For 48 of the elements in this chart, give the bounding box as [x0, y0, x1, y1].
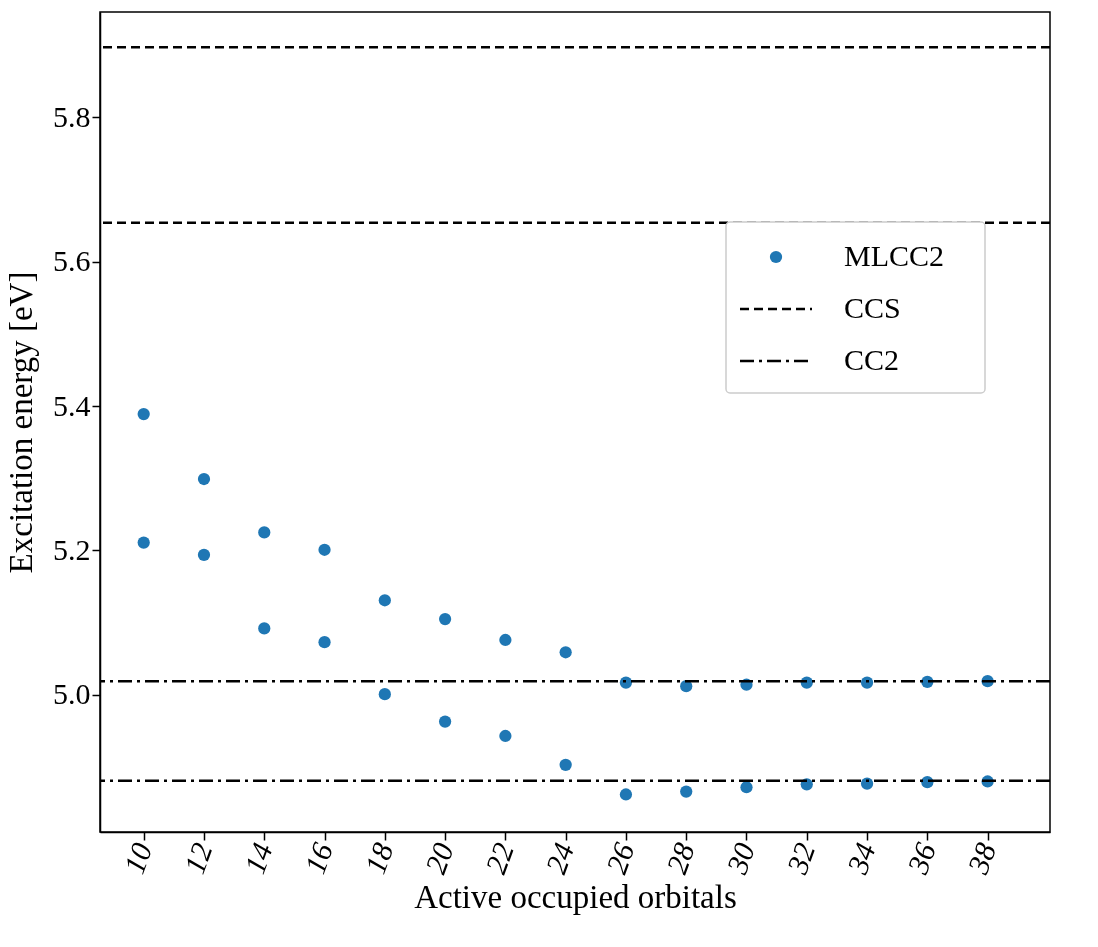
point: [619, 788, 633, 801]
x-tick-label: 18: [358, 838, 400, 878]
point: [318, 543, 331, 556]
point: [197, 548, 211, 561]
point: [499, 633, 512, 647]
y-tick-label: 5.2: [53, 532, 91, 566]
x-tick-label: 12: [177, 838, 219, 878]
point: [860, 777, 874, 790]
point: [740, 781, 753, 794]
point: [137, 407, 150, 421]
point: [559, 758, 572, 771]
x-tick-label: 10: [117, 838, 159, 878]
legend-label: MLCC2: [844, 239, 945, 272]
x-tick-label: 38: [960, 838, 1003, 879]
x-tick-label: 20: [418, 838, 460, 878]
point: [378, 688, 391, 701]
point: [137, 536, 150, 549]
y-axis-title: Excitation energy [eV]: [3, 271, 39, 574]
x-tick-label: 28: [659, 838, 701, 878]
x-tick-label: 24: [538, 838, 581, 878]
point: [680, 785, 693, 798]
point: [438, 612, 452, 626]
x-tick-label: 14: [237, 838, 279, 878]
x-tick-label: 36: [900, 838, 942, 879]
point: [258, 526, 271, 539]
x-tick-label: 16: [297, 838, 340, 878]
y-tick-label: 5.6: [53, 244, 91, 278]
y-tick-label: 5.4: [53, 388, 91, 422]
legend-label: CCS: [844, 291, 901, 324]
point: [258, 622, 271, 635]
x-axis-title: Active occupied orbitals: [414, 878, 737, 915]
point: [499, 729, 512, 743]
point: [318, 636, 331, 649]
point: [559, 646, 572, 659]
x-tick-label: 26: [599, 838, 641, 878]
x-tick-label: 22: [478, 838, 520, 878]
point: [378, 594, 391, 607]
point: [619, 676, 633, 689]
point: [438, 715, 452, 728]
x-tick-label: 34: [840, 838, 882, 879]
x-tick-label: 32: [779, 838, 822, 879]
y-tick-label: 5.0: [53, 677, 91, 711]
legend-label: CC2: [844, 343, 900, 376]
point: [860, 676, 874, 689]
point: [680, 680, 693, 693]
point: [197, 472, 211, 486]
x-tick-label: 30: [719, 838, 762, 879]
y-tick-label: 5.8: [53, 99, 91, 133]
